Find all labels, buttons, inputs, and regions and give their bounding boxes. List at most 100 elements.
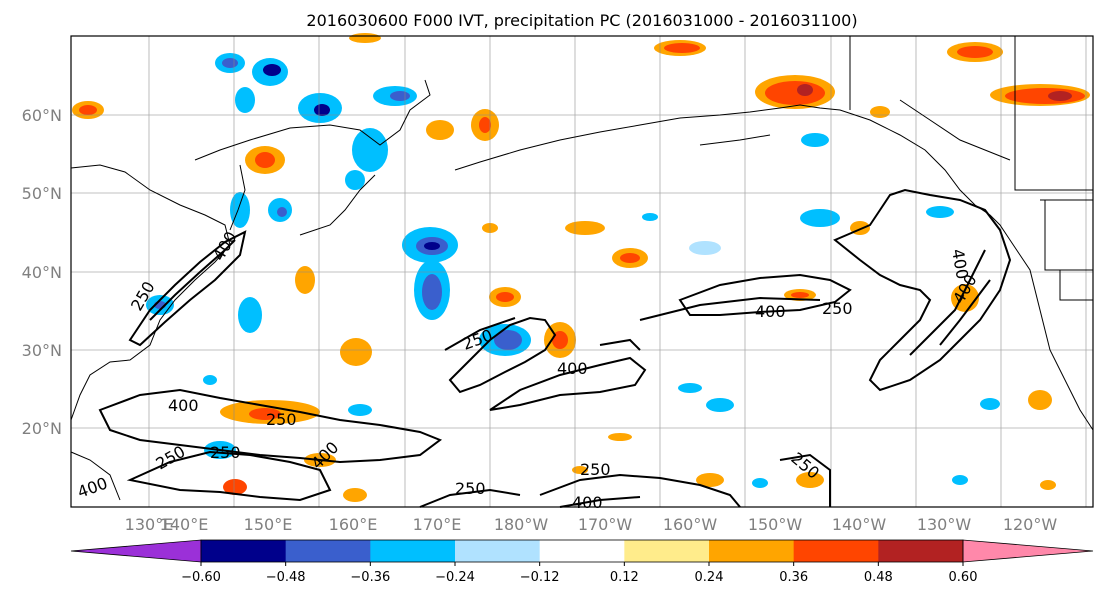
precip-blob [340,338,372,366]
precip-blob [277,207,287,217]
precip-blob [314,104,330,116]
colorbar-segment [878,540,964,562]
map-panel: 400 250 400 250 400 250 250 400 250 250 … [70,33,1094,512]
precip-blob [349,33,381,43]
contour-label: 400 [557,359,588,378]
contour-label: 400 [572,493,603,512]
colorbar-tick-label: 0.48 [864,570,893,585]
precip-blob [345,170,365,190]
colorbar-extension-low [70,539,202,563]
precip-blob [678,383,702,393]
precip-blob [496,292,514,302]
colorbar-tick-label: −0.36 [350,570,390,585]
precip-blob [352,128,388,172]
precip-blob [422,274,442,310]
lon-tick-label: 130°E [125,515,174,534]
lon-tick-label: 160°W [663,515,718,534]
colorbar-tick-label: 0.36 [779,570,808,585]
colorbar-segment [793,540,879,562]
lat-axis: 20°N 30°N 40°N 50°N 60°N [22,106,62,438]
lon-tick-label: 150°E [244,515,293,534]
contour-label: 250 [455,479,486,498]
precip-blob [926,206,954,218]
precip-blob [494,330,522,350]
precip-blob [1040,480,1056,490]
colorbar-segment [624,540,710,562]
precip-blob [696,473,724,487]
colorbar-segment [201,540,287,562]
lon-tick-label: 140°W [832,515,887,534]
colorbar: −0.60 −0.48 −0.36 −0.24 −0.12 0.12 0.24 0.36 0.4… [70,539,1094,585]
precip-blob [765,81,825,105]
precip-blob [1005,88,1085,104]
precip-blob [479,117,491,133]
lat-tick-label: 40°N [22,263,62,282]
lon-tick-label: 170°W [578,515,633,534]
precip-blob [1048,91,1072,101]
lon-tick-label: 120°W [1003,515,1058,534]
lon-tick-label: 160°E [329,515,378,534]
lat-tick-label: 50°N [22,184,62,203]
precip-blob [957,46,993,58]
precip-blob [552,331,568,349]
colorbar-frame [200,539,964,563]
precip-blob [608,433,632,441]
contour-label: 400 [755,302,786,321]
precip-blob [572,466,588,474]
figure-title: 2016030600 F000 IVT, precipitation PC (2… [306,11,857,30]
precip-blob [426,120,454,140]
precip-blob [870,106,890,118]
precip-blob [223,479,247,495]
map-frame [70,35,1094,508]
precip-blob [249,408,281,420]
colorbar-segment [709,540,795,562]
contour-label: 400 [168,396,199,415]
colorbar-segment [370,540,456,562]
precip-blob [295,266,315,294]
colorbar-segment [455,540,541,562]
colorbar-segment [539,540,625,562]
ivt-contours [98,188,1012,508]
lon-tick-label: 180°W [494,515,549,534]
precip-blob [642,213,658,221]
contour-label: 250 [822,299,853,318]
colorbar-tick-label: −0.48 [266,570,306,585]
colorbar-tick-label: −0.24 [435,570,475,585]
precip-blob [797,84,813,96]
colorbar-tick-label: −0.60 [181,570,221,585]
colorbar-tick-label: −0.12 [520,570,560,585]
lon-tick-label: 140°E [160,515,209,534]
contour-label: 250 [580,460,611,479]
contour-label: 250 [266,410,297,429]
precip-blob [565,221,605,235]
precip-blob [1028,390,1052,410]
precip-blob [980,398,1000,410]
colorbar-tick-label: 0.60 [949,570,978,585]
graticule [71,36,1093,507]
precip-blob [222,58,238,68]
colorbar-segment [285,540,371,562]
lat-tick-label: 60°N [22,106,62,125]
precip-blob [706,398,734,412]
precip-blob [424,242,440,250]
colorbar-tick-label: 0.12 [610,570,639,585]
precip-blob [791,292,809,298]
lon-tick-label: 150°W [748,515,803,534]
precip-blob [238,297,262,333]
precip-blob [230,192,250,228]
precip-blob [620,253,640,263]
coastlines [70,35,1094,501]
precip-blob [79,105,97,115]
precip-blob [263,64,281,76]
lat-tick-label: 30°N [22,341,62,360]
precip-blob [390,91,410,101]
precip-blob [348,404,372,416]
precip-blob [343,488,367,502]
precip-blob [801,133,829,147]
lon-tick-label: 170°E [413,515,462,534]
precip-blob [952,475,968,485]
precip-blob [203,375,217,385]
precip-blob [235,87,255,113]
lat-tick-label: 20°N [22,419,62,438]
